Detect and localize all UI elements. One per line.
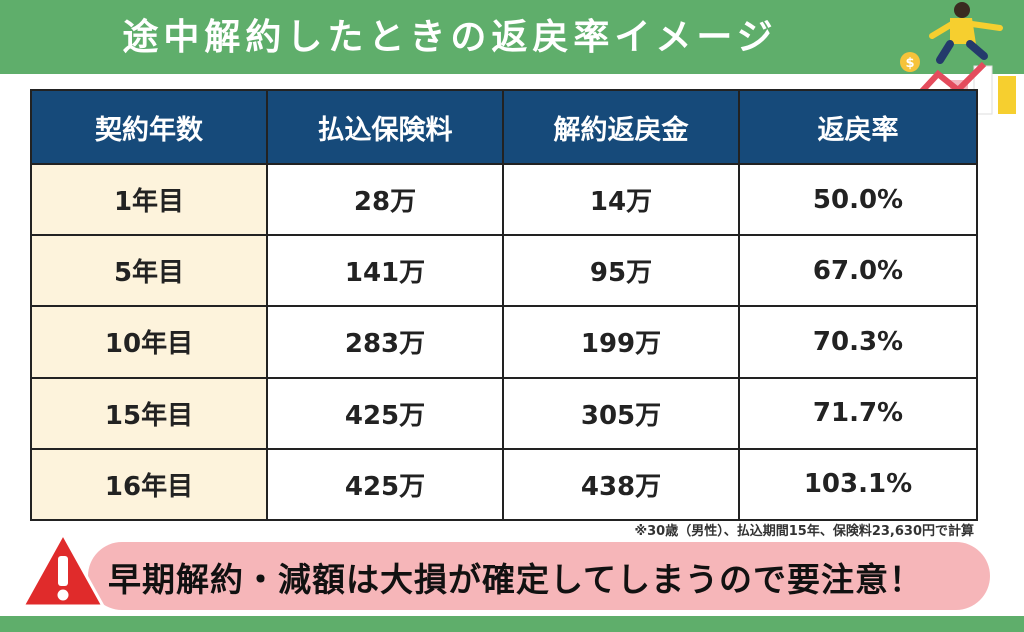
cell-year: 10年目 (30, 305, 268, 379)
table-row: 5年目 141万 95万 67.0% (30, 234, 978, 308)
cell-rate: 67.0% (738, 234, 978, 308)
cell-premium: 283万 (266, 305, 504, 379)
cell-year: 15年目 (30, 376, 268, 450)
cell-premium: 141万 (266, 234, 504, 308)
cell-year: 1年目 (30, 162, 268, 237)
header-contract-years: 契約年数 (30, 89, 268, 165)
warning-triangle-icon (21, 532, 105, 608)
svg-text:$: $ (905, 56, 914, 71)
header-premium-paid: 払込保険料 (266, 89, 504, 165)
table-row: 16年目 425万 438万 103.1% (30, 447, 978, 522)
cell-surrender: 14万 (502, 162, 740, 237)
refund-rate-table: 契約年数 払込保険料 解約返戻金 返戻率 1年目 28万 14万 50.0% 5… (30, 89, 978, 522)
warning-text: 早期解約・減額は大損が確定してしまうので要注意！ (108, 560, 924, 599)
title-bar (0, 0, 1024, 74)
cell-rate: 70.3% (738, 305, 978, 379)
cell-surrender: 305万 (502, 376, 740, 450)
calculation-note: ※30歳（男性）、払込期間15年、保険料23,630円で計算 (634, 524, 975, 539)
cell-premium: 28万 (266, 162, 504, 237)
cell-rate: 103.1% (738, 447, 978, 522)
cell-rate: 50.0% (738, 162, 978, 237)
header-refund-rate: 返戻率 (738, 89, 978, 165)
cell-premium: 425万 (266, 447, 504, 522)
cell-rate: 71.7% (738, 376, 978, 450)
page-title: 途中解約したときの返戻率イメージ (122, 17, 778, 58)
cell-year: 16年目 (30, 447, 268, 522)
cell-surrender: 438万 (502, 447, 740, 522)
cell-year: 5年目 (30, 234, 268, 308)
table-row: 15年目 425万 305万 71.7% (30, 376, 978, 450)
table-row: 1年目 28万 14万 50.0% (30, 162, 978, 237)
footer-bar (0, 616, 1024, 632)
table-header-row: 契約年数 払込保険料 解約返戻金 返戻率 (30, 89, 978, 165)
cell-surrender: 95万 (502, 234, 740, 308)
table-row: 10年目 283万 199万 70.3% (30, 305, 978, 379)
header-surrender-value: 解約返戻金 (502, 89, 740, 165)
warning-banner (88, 542, 990, 610)
cell-surrender: 199万 (502, 305, 740, 379)
cell-premium: 425万 (266, 376, 504, 450)
